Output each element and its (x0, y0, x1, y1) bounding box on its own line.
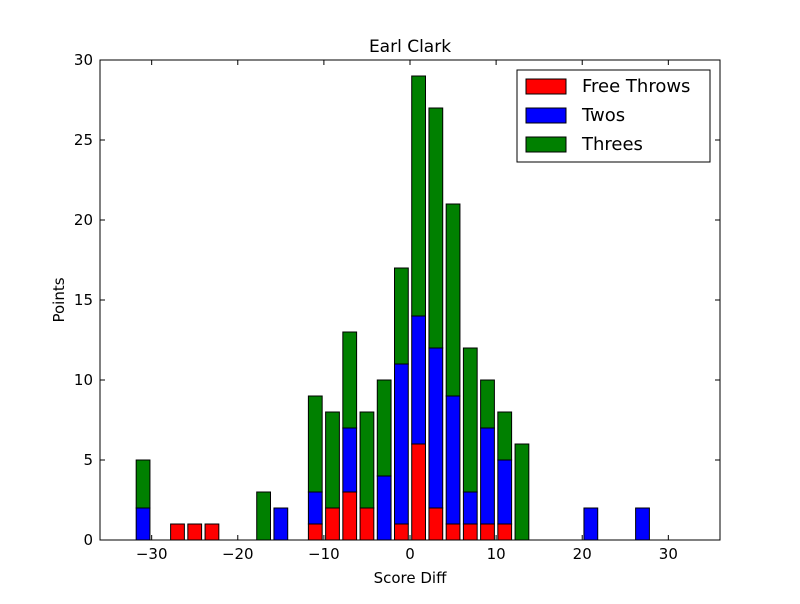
bar-threes (411, 75, 427, 317)
x-tick-label: −10 (308, 545, 340, 563)
bar-twos (135, 507, 151, 541)
bar-twos (307, 491, 323, 525)
legend-swatch-free-throws (525, 78, 567, 95)
bar-threes (480, 379, 495, 429)
bar-twos (428, 347, 444, 509)
y-tick-label: 30 (74, 51, 93, 69)
legend-label-threes: Threes (581, 134, 643, 155)
bar-threes (462, 347, 478, 493)
x-tick-label: 10 (487, 545, 506, 563)
legend-swatch-threes (525, 136, 567, 153)
bar-threes (342, 331, 358, 429)
y-axis-label: Points (50, 277, 68, 322)
y-tick-label: 20 (74, 211, 93, 229)
legend-label-twos: Twos (581, 105, 625, 126)
bar-free-throws (411, 443, 427, 541)
bar-twos (394, 363, 409, 525)
bar-threes (428, 107, 444, 349)
bar-free-throws (462, 523, 478, 541)
y-tick-label: 10 (74, 371, 93, 389)
x-tick-label: 30 (659, 545, 678, 563)
bar-free-throws (170, 523, 185, 541)
bar-twos (445, 395, 461, 525)
x-tick-label: 0 (405, 545, 415, 563)
legend-swatch-twos (525, 107, 567, 124)
bar-threes (497, 411, 513, 461)
bar-twos (342, 427, 358, 493)
bar-twos (462, 491, 478, 525)
bars-layer (135, 75, 650, 541)
bar-threes (359, 411, 375, 509)
x-axis-label: Score Diff (374, 569, 447, 587)
bar-free-throws (307, 523, 323, 541)
bar-twos (497, 459, 513, 525)
bar-free-throws (428, 507, 444, 541)
legend-label-free-throws: Free Throws (582, 76, 690, 97)
bar-free-throws (204, 523, 220, 541)
bar-free-throws (394, 523, 409, 541)
bar-twos (411, 315, 427, 445)
bar-threes (307, 395, 323, 493)
y-tick-label: 15 (74, 291, 93, 309)
y-tick-label: 0 (83, 531, 93, 549)
bar-twos (376, 475, 392, 541)
x-tick-label: 20 (573, 545, 592, 563)
y-tick-label: 25 (74, 131, 93, 149)
x-tick-label: −20 (222, 545, 254, 563)
y-tick-label: 5 (83, 451, 93, 469)
bar-free-throws (497, 523, 513, 541)
bar-twos (273, 507, 289, 541)
chart-title: Earl Clark (369, 37, 451, 57)
bar-twos (480, 427, 495, 525)
legend: Free Throws Twos Threes (516, 69, 711, 163)
bar-free-throws (359, 507, 375, 541)
bar-free-throws (445, 523, 461, 541)
bar-twos (635, 507, 650, 541)
bar-free-throws (325, 507, 340, 541)
bar-threes (135, 459, 151, 509)
bar-free-throws (342, 491, 358, 541)
bar-threes (445, 203, 461, 397)
bar-free-throws (187, 523, 203, 541)
ticks-layer: −30 −20 −10 0 10 20 30 0 5 10 15 20 25 30 (74, 51, 720, 563)
bar-free-throws (480, 523, 495, 541)
x-tick-label: −30 (136, 545, 168, 563)
bar-threes (325, 411, 340, 509)
bar-twos (583, 507, 599, 541)
bar-threes (256, 491, 272, 541)
bar-threes (514, 443, 530, 541)
bar-threes (376, 379, 392, 477)
bar-threes (394, 267, 409, 365)
